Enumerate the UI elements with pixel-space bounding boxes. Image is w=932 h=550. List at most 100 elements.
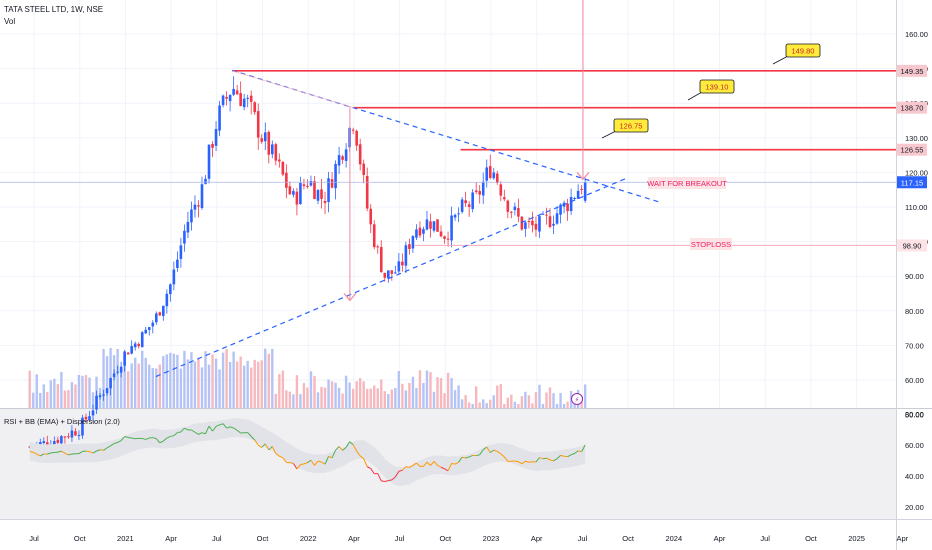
volume-bar (197, 357, 200, 408)
candle-body (453, 214, 457, 218)
volume-bar (119, 367, 123, 408)
volume-bar (548, 387, 552, 408)
candle-body (38, 442, 42, 445)
rsi-segment (170, 435, 174, 437)
volume-bar (228, 361, 232, 408)
rsi-segment (222, 423, 227, 429)
rsi-segment (409, 465, 414, 468)
callout-pointer (772, 55, 789, 65)
rsi-segment (92, 450, 97, 454)
trendline-support[interactable] (155, 177, 629, 378)
volume-bar (271, 348, 274, 408)
time-tick-label: 2024 (665, 534, 682, 543)
candle-body (221, 95, 225, 106)
candle-body (133, 343, 137, 348)
candle-series (28, 76, 587, 454)
price-callout[interactable] (785, 43, 821, 58)
rsi-segment (328, 455, 333, 459)
lightning-icon[interactable] (571, 393, 583, 405)
rsi-segment (489, 449, 495, 454)
rsi-segment (152, 437, 157, 440)
candle-body (531, 220, 534, 226)
candle-body (545, 214, 548, 216)
volume-bar (53, 378, 56, 408)
rsi-segment (366, 466, 371, 469)
time-tick-label: 2023 (483, 534, 500, 543)
volume-bar (334, 382, 337, 408)
time-tick-label: Jul (395, 534, 405, 543)
price-callout[interactable] (613, 118, 649, 133)
candle-body (334, 163, 337, 189)
candle-body (288, 186, 292, 195)
rsi-segment (423, 461, 428, 467)
volume-bar (295, 375, 299, 408)
volume-bar (35, 374, 38, 408)
candle-body (485, 167, 489, 181)
rsi-segment (338, 446, 343, 451)
candle-body (302, 184, 306, 186)
candle-body (81, 417, 84, 436)
rsi-segment (257, 444, 263, 448)
time-tick-label: Oct (257, 534, 270, 543)
candle-body (165, 293, 169, 307)
volume-bar (425, 370, 429, 408)
rsi-segment (205, 425, 210, 434)
rsi-segment (356, 450, 361, 457)
volume-bar (105, 356, 109, 408)
rsi-segment (377, 473, 382, 482)
rsi-segment (124, 436, 129, 438)
rsi-segment (331, 449, 337, 459)
volume-bar (517, 404, 520, 408)
volume-bar (56, 384, 60, 408)
time-tick-label: Oct (439, 534, 452, 543)
candle-body (74, 431, 77, 436)
candle-body (285, 172, 288, 188)
candle-body (91, 410, 95, 416)
price-callout-label: 149.80 (792, 47, 815, 56)
volume-bar (510, 394, 513, 408)
rsi-segment (268, 446, 273, 451)
volume-bar (432, 391, 436, 408)
candle-body (105, 388, 109, 394)
price-callout[interactable] (699, 79, 735, 94)
volume-bar (218, 369, 221, 408)
volume-bar (190, 352, 193, 408)
rsi-tick-label: 40.00 (905, 472, 924, 481)
rsi-segment (570, 452, 575, 456)
rsi-segment (89, 451, 94, 454)
breakout-target-arrow-head (576, 171, 590, 181)
candle-body (337, 155, 341, 166)
rsi-segment (208, 425, 213, 432)
rsi-segment (391, 476, 396, 481)
volume-bar (49, 380, 53, 408)
candle-body (176, 259, 179, 268)
candle-body (260, 138, 264, 142)
volume-bar (102, 348, 105, 408)
candle-body (369, 208, 373, 225)
candle-body (566, 203, 569, 212)
time-tick-label: 2025 (848, 534, 865, 543)
rsi-segment (553, 458, 558, 462)
volume-bar (457, 385, 460, 408)
volume-bar (323, 387, 327, 408)
time-tick-label: Apr (348, 534, 360, 543)
volume-bar (401, 383, 404, 408)
volume-bar (158, 364, 162, 408)
rsi-segment (120, 436, 126, 441)
rsi-band (29, 417, 586, 486)
candle-body (197, 205, 200, 207)
candle-body (77, 435, 81, 437)
volume-bar (524, 391, 527, 408)
candle-body (313, 181, 316, 200)
volume-bar (299, 394, 302, 408)
volume-bar (63, 390, 67, 408)
rsi-segment (521, 460, 526, 465)
rsi-segment (546, 457, 551, 461)
candle-body (130, 346, 133, 354)
volume-bar (559, 392, 562, 408)
rsi-segment (458, 456, 463, 463)
symbol-title: TATA STEEL LTD, 1W, NSE (4, 5, 104, 14)
wait-breakout-badge (648, 177, 726, 189)
